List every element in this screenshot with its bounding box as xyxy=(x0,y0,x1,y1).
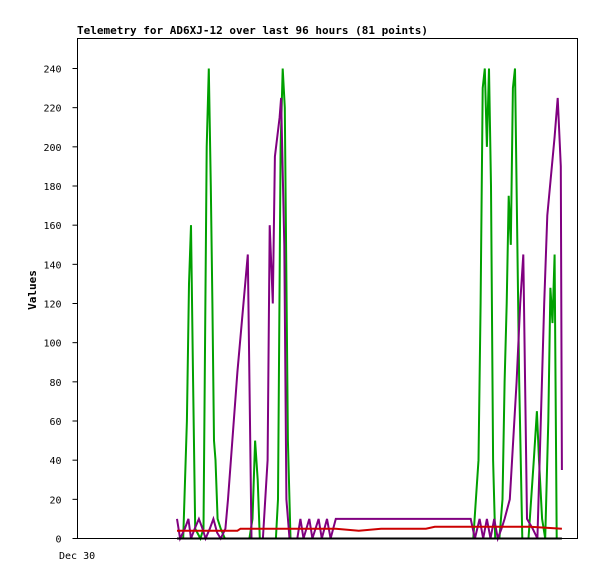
x-tick-label: Dec 30 xyxy=(59,551,95,562)
y-tick-label: 240 xyxy=(43,65,61,76)
y-tick-label: 40 xyxy=(49,456,61,467)
y-tick-label: 0 xyxy=(55,535,61,546)
chart-title: Telemetry for AD6XJ-12 over last 96 hour… xyxy=(77,24,428,37)
y-axis-label: Values xyxy=(26,270,39,310)
y-axis-ticks: 0 20 40 60 80 100 120 140 160 180 200 220 240 xyxy=(43,65,78,546)
series-line-1 xyxy=(177,68,558,542)
y-tick-label: 200 xyxy=(43,143,61,154)
y-tick-label: 120 xyxy=(43,300,61,311)
x-axis-ticks: Dec 30 xyxy=(59,551,95,562)
y-tick-label: 180 xyxy=(43,182,61,193)
y-tick-label: 60 xyxy=(49,417,61,428)
y-tick-label: 80 xyxy=(49,378,61,389)
y-tick-label: 100 xyxy=(43,339,61,350)
y-tick-label: 160 xyxy=(43,221,61,232)
series-line-2 xyxy=(176,97,563,543)
y-tick-label: 20 xyxy=(49,495,61,506)
series-group xyxy=(176,68,563,543)
series-line-3 xyxy=(177,525,562,532)
y-tick-label: 220 xyxy=(43,104,61,115)
y-tick-label: 140 xyxy=(43,260,61,271)
